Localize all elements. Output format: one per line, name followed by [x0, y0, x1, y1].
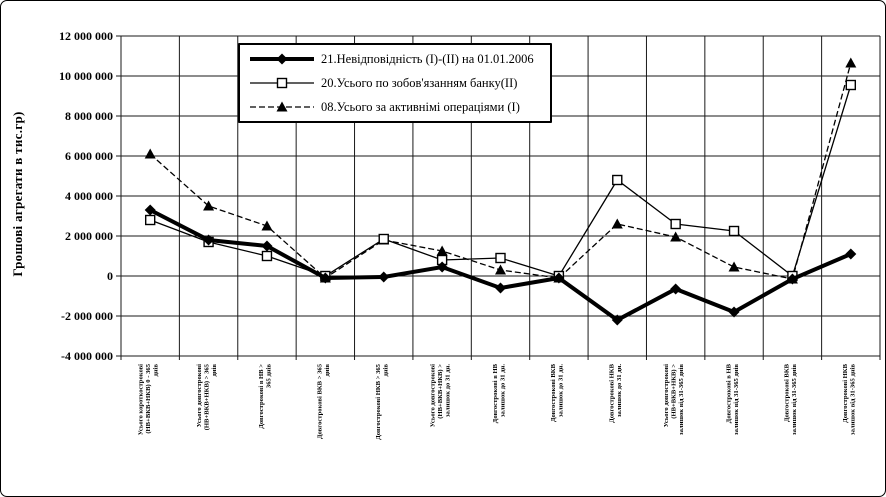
- diamond-marker: [553, 272, 565, 284]
- diamond-marker: [203, 234, 215, 246]
- y-tick-label: 12 000 000: [59, 29, 113, 43]
- x-axis-label: (НВ+ВКВ+НКВ) >: [437, 364, 444, 419]
- x-axis-label: 365 днів: [266, 364, 273, 389]
- square-marker: [612, 174, 623, 186]
- diamond-marker: [319, 272, 331, 284]
- x-axis-label: залишок до 31 дн.: [558, 364, 565, 417]
- x-axis-label: (НВ+ВКВ+НКВ) > 365: [204, 363, 211, 430]
- y-tick-label: -2 000 000: [61, 309, 113, 323]
- triangle-marker: [845, 57, 857, 68]
- y-tick-label: 10 000 000: [59, 69, 113, 83]
- gridlines: [116, 35, 881, 360]
- legend: 21.Невідповідність (І)-(ІІ) на 01.01.200…: [238, 43, 552, 123]
- triangle-marker: [611, 218, 623, 229]
- x-axis-label: Довгострокові ВКВ > 365: [317, 363, 324, 439]
- x-axis-label: Усього короткострокові: [138, 364, 145, 435]
- y-axis-tick-labels: 12 000 000 10 000 000 8 000 000 6 000 000 4 …: [59, 29, 113, 363]
- legend-item: 20.Усього по зобов'язанням банку(ІІ): [248, 71, 550, 95]
- triangle-marker: [670, 231, 682, 242]
- x-axis-label: Довгострокові в НВ >: [258, 364, 265, 429]
- x-axis-label: залишок від 31-365 днів: [678, 364, 685, 435]
- legend-item: 08.Усього за активнімі операціями (І): [248, 95, 550, 119]
- square-marker: [378, 233, 389, 245]
- triangle-marker: [728, 261, 740, 272]
- x-axis-label: Усього довгострокові: [430, 364, 437, 427]
- diamond-marker: [378, 271, 390, 283]
- x-axis-label: залишок від 31-365 днів: [791, 364, 798, 435]
- y-tick-label: 2 000 000: [65, 229, 113, 243]
- x-axis-label: залишок до 31 дн.: [499, 364, 506, 417]
- x-axis-label: (НВ+ВКВ+НКВ) >: [671, 364, 678, 419]
- triangle-marker: [495, 264, 506, 275]
- x-axis-label: залишок до 31 дн.: [445, 364, 452, 417]
- y-tick-label: 0: [107, 269, 113, 283]
- square-marker: [144, 214, 156, 226]
- x-axis-label: залишок від 31-365 днів: [733, 364, 740, 435]
- y-axis-title: Грошові агрегати в тис.гр): [10, 111, 25, 277]
- triangle-marker: [144, 148, 156, 159]
- x-axis-label: Довгострокові ВКВ: [550, 363, 557, 422]
- x-axis-label: Довгострокові НКВ: [609, 363, 616, 422]
- x-axis-label: Довгострокові в НВ: [492, 363, 499, 423]
- y-tick-label: 8 000 000: [65, 109, 113, 123]
- x-axis-label: днів: [382, 364, 389, 377]
- x-axis-label: Усього довгострокові: [196, 364, 203, 427]
- legend-marker-filled-triangle: [250, 101, 314, 112]
- legend-item: 21.Невідповідність (І)-(ІІ) на 01.01.200…: [248, 47, 550, 71]
- diamond-marker: [495, 282, 506, 294]
- diamond-marker: [261, 240, 273, 252]
- diamond-marker: [611, 314, 623, 326]
- y-tick-label: 4 000 000: [65, 189, 113, 203]
- diamond-marker: [144, 204, 156, 216]
- x-axis-label: днів: [153, 364, 160, 377]
- x-axis-label: залишок до 31 дн.: [616, 364, 623, 417]
- x-axis-label: Довгострокові НКВ > 365: [375, 363, 382, 439]
- legend-marker-open-square: [250, 77, 314, 89]
- y-tick-label: -4 000 000: [61, 349, 113, 363]
- diamond-marker: [728, 306, 740, 318]
- diamond-marker: [436, 261, 448, 273]
- square-marker: [845, 79, 857, 91]
- x-axis-labels: Усього короткострокові (НВ+ВКВ+НКВ) 0 - 3…: [138, 363, 857, 439]
- triangle-marker: [203, 200, 215, 211]
- y-tick-label: 6 000 000: [65, 149, 113, 163]
- x-axis-label: Довгострокові ВКВ: [784, 363, 791, 422]
- legend-label: 08.Усього за активнімі операціями (І): [321, 99, 520, 114]
- triangle-marker: [436, 245, 448, 256]
- square-marker: [728, 225, 740, 237]
- square-marker: [261, 250, 273, 262]
- diamond-marker: [670, 283, 682, 295]
- x-axis-label: (НВ+ВКВ+НКВ) 0 - 365: [145, 363, 152, 433]
- legend-label: 20.Усього по зобов'язанням банку(ІІ): [321, 75, 518, 90]
- legend-label: 21.Невідповідність (І)-(ІІ) на 01.01.200…: [321, 51, 534, 66]
- diamond-marker: [845, 248, 857, 260]
- square-marker: [670, 218, 681, 230]
- x-axis-label: Довгострокові НКВ: [842, 363, 849, 422]
- series-filled-diamond: [144, 204, 857, 326]
- x-axis-label: Усього довгострокові: [663, 364, 670, 427]
- x-axis-label: днів: [324, 364, 331, 377]
- x-axis-label: днів: [211, 364, 218, 377]
- triangle-marker: [261, 220, 273, 231]
- square-marker: [495, 252, 506, 264]
- x-axis-label: залишок від 31-365 днів: [850, 364, 857, 435]
- legend-marker-filled-diamond: [250, 53, 314, 65]
- diamond-marker: [786, 273, 798, 285]
- x-axis-label: Довгострокові в НВ: [725, 363, 732, 423]
